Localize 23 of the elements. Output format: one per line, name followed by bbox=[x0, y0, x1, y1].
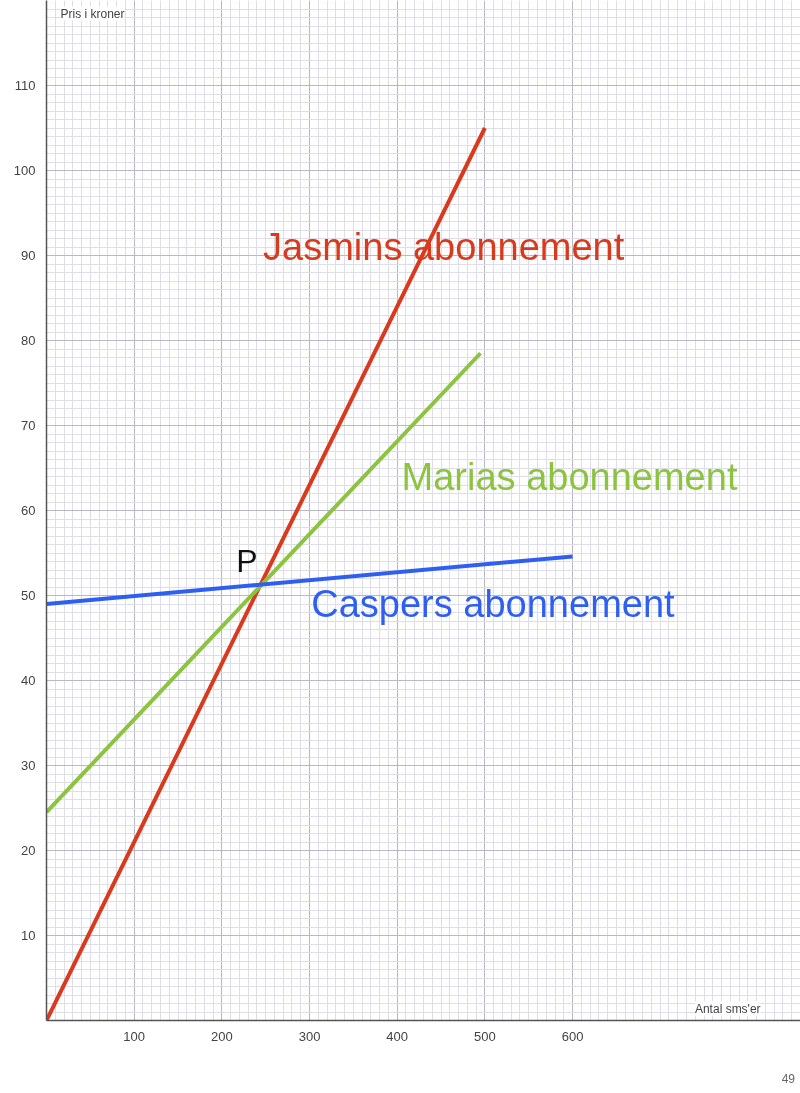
x-tick-label: 300 bbox=[298, 1028, 321, 1044]
y-tick-label: 110 bbox=[14, 78, 36, 93]
y-tick-label: 50 bbox=[21, 588, 36, 603]
y-tick-label: 90 bbox=[21, 248, 36, 263]
x-tick-label: 600 bbox=[561, 1028, 584, 1044]
y-tick-label: 40 bbox=[21, 673, 36, 688]
y-tick-label: 60 bbox=[21, 503, 36, 518]
text: 49 bbox=[781, 1071, 795, 1088]
x-tick-label: 100 bbox=[123, 1028, 146, 1044]
y-tick-label: 70 bbox=[21, 418, 36, 433]
y-tick-label: 20 bbox=[21, 843, 36, 858]
x-tick-label: 200 bbox=[211, 1028, 233, 1044]
annotation: P bbox=[236, 542, 258, 579]
y-axis-title: Pris i kroner bbox=[60, 6, 125, 21]
x-tick-label: 500 bbox=[474, 1028, 496, 1044]
x-axis-title: Antal sms'er bbox=[694, 1001, 761, 1016]
series-label: Caspers abonnement bbox=[311, 583, 676, 625]
series-label: Marias abonnement bbox=[401, 455, 738, 498]
y-tick-label: 30 bbox=[21, 758, 36, 773]
y-tick-label: 10 bbox=[21, 928, 36, 943]
y-tick-label: 80 bbox=[21, 333, 36, 348]
y-tick-label: 100 bbox=[13, 163, 36, 178]
x-tick-label: 400 bbox=[386, 1028, 409, 1044]
